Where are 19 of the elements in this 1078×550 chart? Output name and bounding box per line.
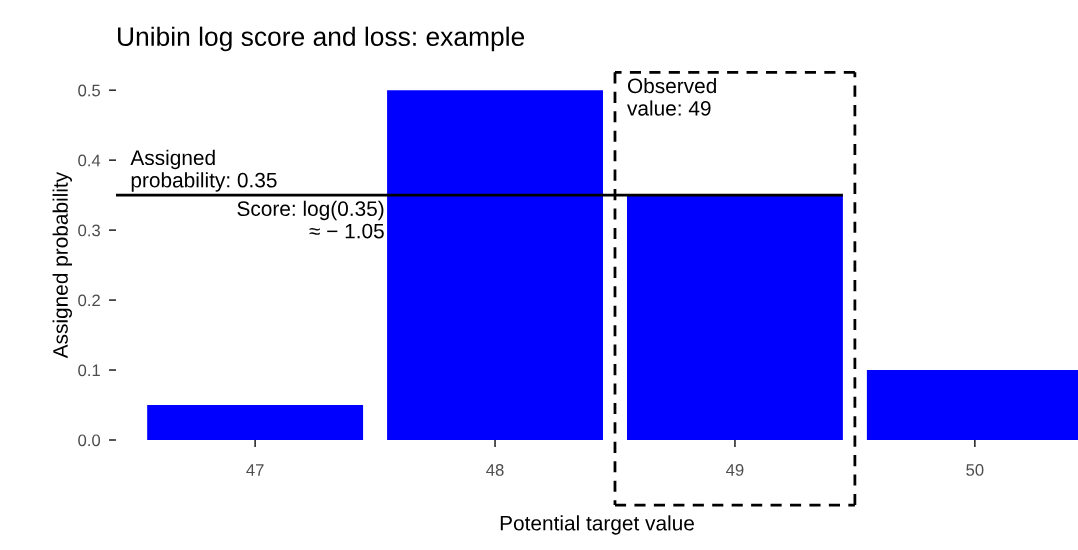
y-tick-label: 0.5: [78, 84, 101, 97]
annotation: Score: log(0.35) ≈ − 1.05: [237, 200, 384, 239]
bar: [147, 405, 364, 440]
x-tick-label: 47: [246, 464, 264, 476]
annotation: Observed value: 49: [627, 77, 716, 116]
ref-line-label: Assigned probability: 0.35: [130, 149, 277, 192]
y-tick-label: 0.3: [78, 224, 100, 237]
y-tick-label: 0.1: [78, 364, 100, 377]
x-tick-label: 49: [726, 464, 744, 476]
x-tick-label: 50: [966, 464, 984, 476]
y-tick-label: 0.2: [78, 294, 100, 307]
y-tick-label: 0.4: [78, 154, 101, 167]
x-axis-title: Potential target value: [500, 515, 694, 535]
x-tick-label: 48: [486, 464, 504, 476]
y-tick-label: 0.0: [78, 434, 101, 447]
bar: [626, 195, 843, 440]
chart-title: Unibin log score and loss: example: [118, 26, 525, 52]
y-axis-title: Assigned probability: [52, 171, 72, 359]
bar: [387, 90, 603, 440]
